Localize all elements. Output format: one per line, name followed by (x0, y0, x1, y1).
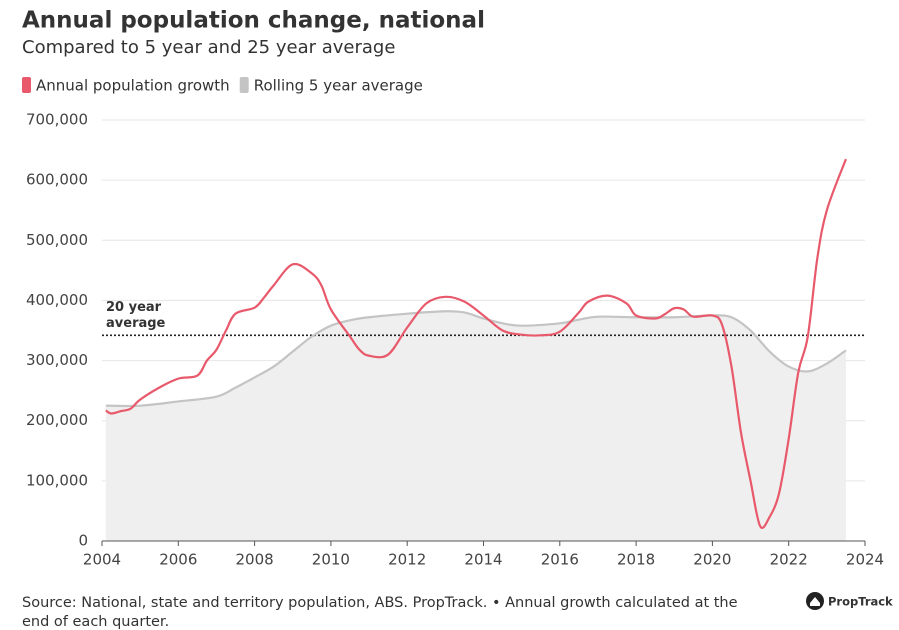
legend-swatch (22, 77, 31, 93)
y-tick-label: 400,000 (26, 291, 88, 309)
x-tick-label: 2010 (312, 551, 350, 569)
y-tick-label: 200,000 (26, 411, 88, 429)
x-tick-label: 2016 (541, 551, 579, 569)
y-tick-label: 100,000 (26, 471, 88, 489)
x-tick-label: 2018 (617, 551, 655, 569)
x-tick-label: 2012 (388, 551, 426, 569)
x-tick-label: 2022 (770, 551, 808, 569)
brand-logo-icon (810, 597, 820, 606)
legend-swatch (239, 77, 249, 93)
x-tick-label: 2014 (464, 551, 502, 569)
line (105, 310, 847, 408)
reference-label: 20 year (106, 300, 162, 315)
y-tick-label: 300,000 (26, 351, 88, 369)
chart-subtitle: Compared to 5 year and 25 year average (22, 37, 395, 58)
line (105, 158, 847, 529)
x-tick-label: 2006 (159, 551, 197, 569)
x-tick-label: 2020 (693, 551, 731, 569)
reference-label: average (106, 316, 166, 331)
chart-title: Annual population change, national (22, 8, 485, 34)
area (105, 311, 846, 541)
legend-label: Annual population growth (36, 77, 230, 95)
y-tick-label: 0 (78, 532, 88, 550)
y-tick-label: 600,000 (26, 171, 88, 189)
x-tick-label: 2004 (83, 551, 121, 569)
y-tick-label: 500,000 (26, 231, 88, 249)
x-tick-label: 2024 (846, 551, 884, 569)
brand: PropTrack (828, 595, 893, 609)
legend-label: Rolling 5 year average (254, 77, 423, 95)
y-tick-label: 700,000 (26, 111, 88, 129)
x-tick-label: 2008 (236, 551, 274, 569)
source: Source: National, state and territory po… (22, 595, 738, 611)
source: end of each quarter. (22, 614, 169, 630)
